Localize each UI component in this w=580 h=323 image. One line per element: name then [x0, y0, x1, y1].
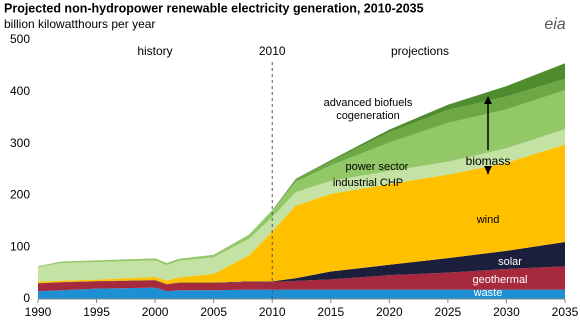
x-tick-label: 2005 [200, 305, 227, 319]
area [38, 63, 565, 267]
area [38, 266, 565, 292]
x-tick-label: 1990 [25, 305, 52, 319]
chart-title: Projected non-hydropower renewable elect… [4, 1, 424, 15]
x-tick-label: 2025 [435, 305, 462, 319]
series-label: solar [498, 256, 522, 268]
x-tick-label: 1995 [83, 305, 110, 319]
x-tick-label: 2000 [142, 305, 169, 319]
series-label: advanced biofuels [324, 97, 413, 109]
series-label: power sector [346, 161, 409, 173]
area [38, 144, 565, 285]
x-tick-label: 2015 [317, 305, 344, 319]
x-tick-label: 2020 [376, 305, 403, 319]
y-tick-label: 300 [10, 136, 30, 150]
area [38, 242, 565, 285]
annotation: 2010 [259, 44, 286, 58]
chart-subtitle: billion kilowatthours per year [4, 17, 155, 31]
arrow-head [484, 166, 492, 174]
x-tick-label: 2035 [552, 305, 579, 319]
area [38, 129, 565, 282]
series-label: geothermal [472, 274, 527, 286]
annotation: biomass [466, 154, 511, 168]
x-tick-label: 2010 [259, 305, 286, 319]
series-label: industrial CHP [333, 177, 403, 189]
series-label: waste [473, 287, 503, 299]
series-label: wind [476, 214, 500, 226]
y-tick-label: 0 [23, 291, 30, 305]
y-tick-label: 200 [10, 188, 30, 202]
arrow-head [484, 96, 492, 104]
y-tick-label: 400 [10, 84, 30, 98]
series-label: cogeneration [336, 110, 400, 122]
area [38, 90, 565, 268]
area [38, 287, 565, 299]
logo: eia [544, 16, 565, 33]
annotation: history [137, 44, 172, 58]
x-tick-label: 2030 [493, 305, 520, 319]
annotation: projections [391, 44, 449, 58]
area [38, 78, 565, 267]
y-tick-label: 100 [10, 239, 30, 253]
y-tick-label: 500 [10, 32, 30, 46]
